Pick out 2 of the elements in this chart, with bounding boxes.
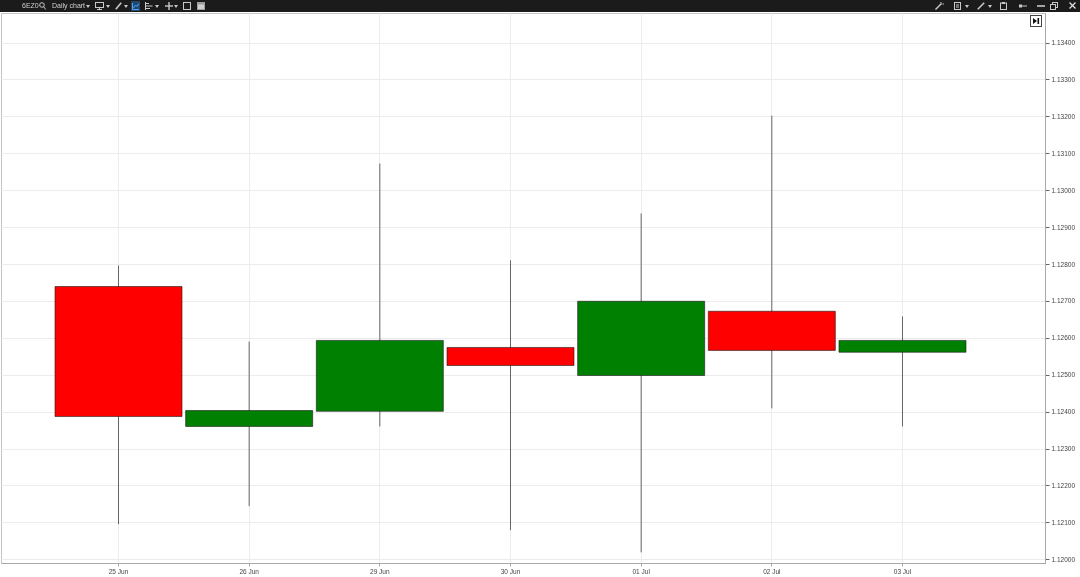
- candlestick: [185, 341, 313, 507]
- candlestick: [838, 315, 967, 427]
